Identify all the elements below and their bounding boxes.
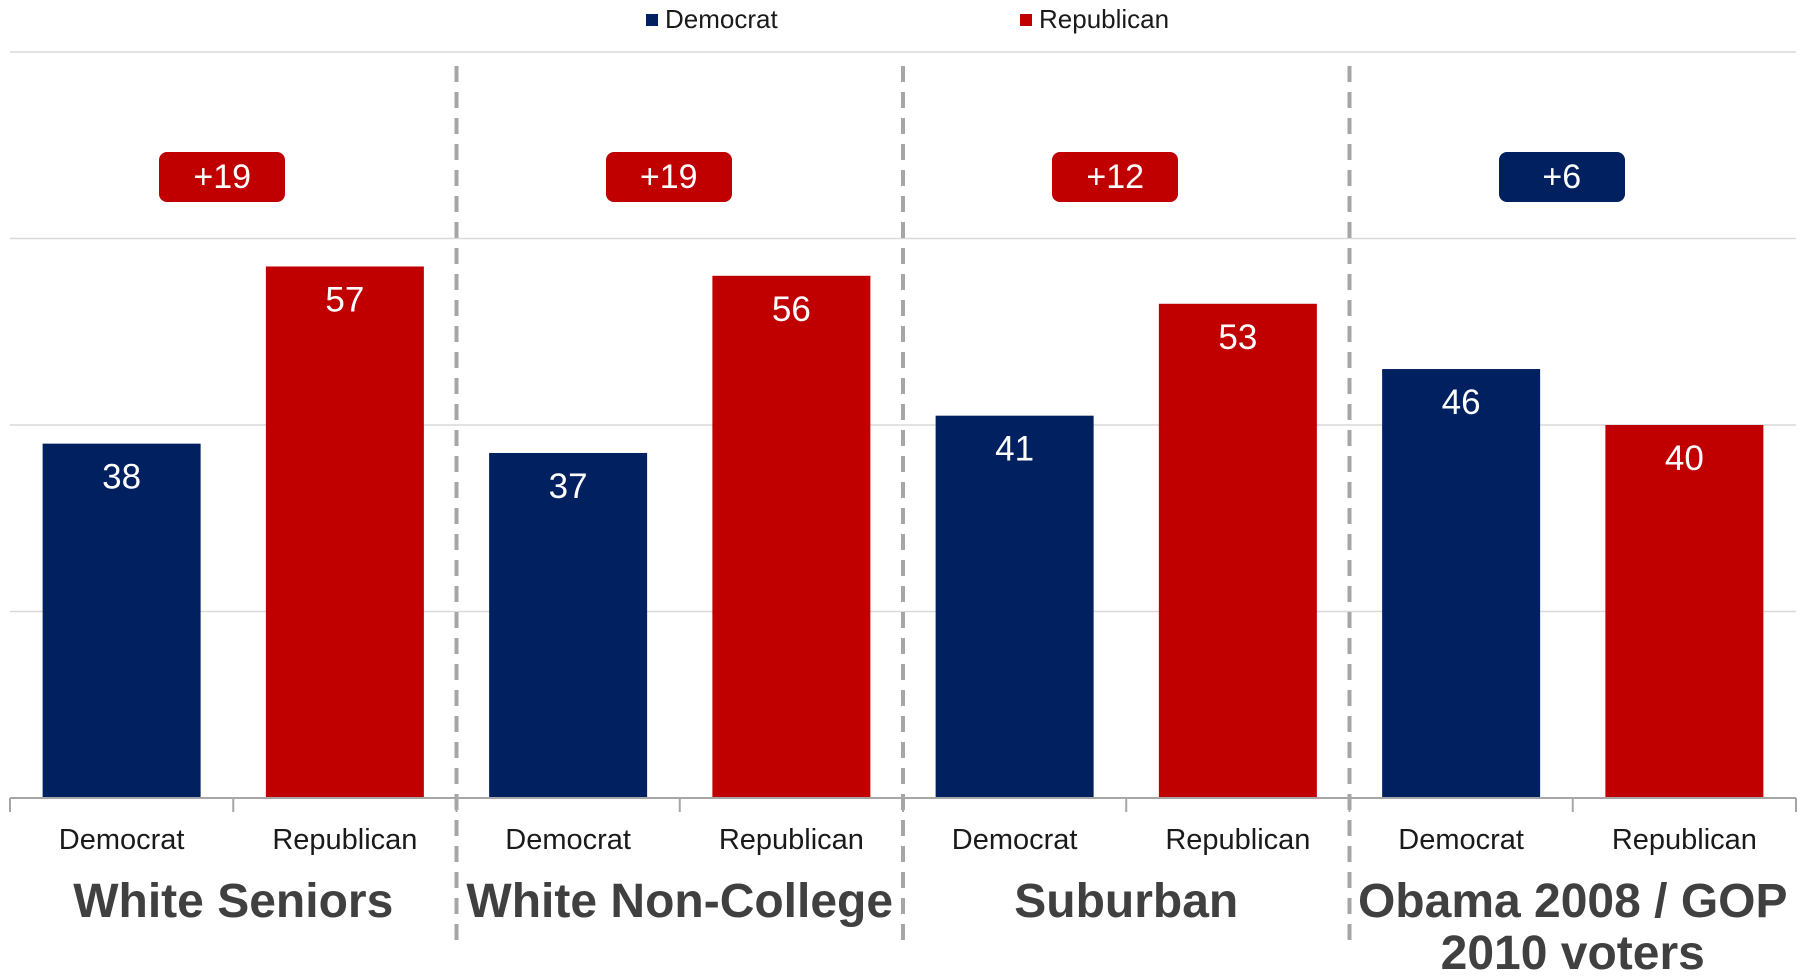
bar-value-label: 38 [102, 458, 141, 497]
legend-swatch-democrat [646, 13, 658, 26]
bar-republican [1158, 303, 1317, 798]
group-label: Obama 2008 / GOP 2010 voters [1350, 876, 1797, 980]
bar-democrat [1382, 369, 1541, 798]
legend-label-democrat: Democrat [665, 4, 778, 34]
bar-democrat [42, 443, 201, 798]
bar-republican [265, 266, 424, 799]
group-label: White Seniors [10, 876, 457, 928]
bar-value-label: 37 [549, 467, 588, 506]
group-label: White Non-College [457, 876, 904, 928]
bar-republican [712, 275, 871, 798]
bar-value-label: 41 [995, 430, 1034, 469]
group-label-line: White Non-College [466, 875, 894, 928]
margin-badge: +19 [159, 152, 286, 202]
category-tick-label: Republican [719, 824, 864, 856]
bar-republican [1605, 425, 1764, 798]
group-label-line: Suburban [1014, 875, 1239, 928]
margin-badge: +19 [605, 152, 732, 202]
group-label: Suburban [903, 876, 1350, 928]
category-tick-label: Democrat [59, 824, 185, 856]
chart-legend: Democrat Republican [0, 4, 1806, 40]
margin-badge: +12 [1052, 152, 1179, 202]
bar-democrat [935, 415, 1094, 798]
margin-badge: +6 [1498, 152, 1625, 202]
bar-value-label: 46 [1442, 383, 1481, 422]
category-tick-label: Republican [1165, 824, 1310, 856]
bar-value-label: 53 [1218, 318, 1257, 357]
group-label-line: 2010 voters [1440, 927, 1705, 980]
category-tick-label: Democrat [505, 824, 631, 856]
category-tick-label: Democrat [952, 824, 1078, 856]
legend-label-republican: Republican [1039, 4, 1170, 34]
bar-value-label: 40 [1665, 439, 1704, 478]
category-tick-label: Republican [1612, 824, 1757, 856]
bar-value-label: 56 [772, 290, 811, 329]
legend-item-republican: Republican [1020, 4, 1169, 35]
legend-item-democrat: Democrat [646, 4, 778, 35]
group-label-line: Obama 2008 / GOP [1357, 875, 1788, 928]
bar-value-label: 57 [325, 280, 364, 319]
bar-democrat [489, 452, 648, 798]
legend-swatch-republican [1020, 13, 1032, 26]
category-tick-label: Democrat [1398, 824, 1524, 856]
group-label-line: White Seniors [73, 875, 394, 928]
category-tick-label: Republican [272, 824, 417, 856]
